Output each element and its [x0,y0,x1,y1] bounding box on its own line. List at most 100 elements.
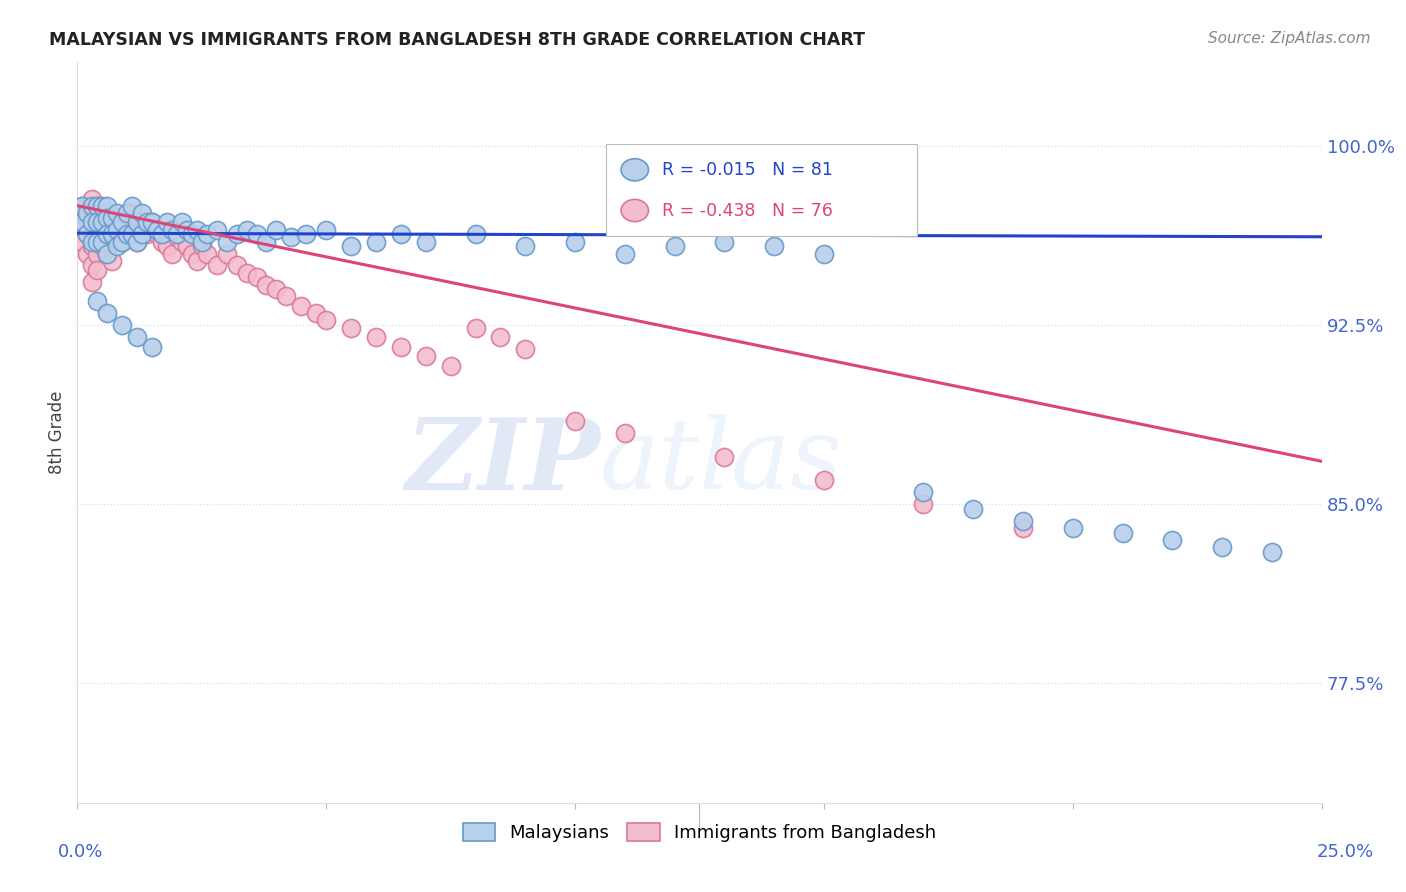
Point [364,235,387,249]
Point [813,474,835,488]
Point [1012,514,1035,528]
Point [141,340,163,354]
Point [613,425,636,440]
Point [340,320,363,334]
Point [82,239,104,253]
Text: Source: ZipAtlas.com: Source: ZipAtlas.com [1208,31,1371,46]
Point [125,215,148,229]
Point [266,282,288,296]
Point [82,206,104,220]
Point [86,294,108,309]
Point [105,227,128,242]
Point [82,275,104,289]
Point [101,215,124,229]
Point [72,199,94,213]
Point [125,215,148,229]
Point [105,239,128,253]
Point [862,175,884,189]
Text: MALAYSIAN VS IMMIGRANTS FROM BANGLADESH 8TH GRADE CORRELATION CHART: MALAYSIAN VS IMMIGRANTS FROM BANGLADESH … [49,31,865,49]
Point [146,222,169,236]
Point [315,313,337,327]
Point [101,253,124,268]
Point [86,263,108,277]
Point [121,206,143,220]
Point [125,235,148,249]
Point [131,222,153,236]
Text: R = -0.438   N = 76: R = -0.438 N = 76 [662,202,832,219]
Point [713,450,735,464]
Point [235,222,257,236]
Point [76,227,98,242]
Point [1062,521,1084,535]
Point [86,215,108,229]
Point [105,211,128,225]
Point [180,227,202,242]
Point [256,235,278,249]
Point [215,235,238,249]
Point [389,227,412,242]
Point [176,222,198,236]
Point [1111,525,1133,540]
Point [91,239,114,253]
Point [141,215,163,229]
Point [415,349,437,363]
Point [225,227,247,242]
Ellipse shape [621,159,648,181]
Point [215,246,238,260]
Ellipse shape [621,200,648,221]
Point [96,227,118,242]
Point [191,235,214,249]
Point [664,239,686,253]
Point [564,235,586,249]
Point [76,199,98,213]
Point [245,227,267,242]
Point [86,199,108,213]
Point [186,222,208,236]
Point [76,227,98,242]
Point [962,502,984,516]
Point [256,277,278,292]
Point [389,340,412,354]
Point [136,227,159,242]
Point [170,235,193,249]
Point [82,199,104,213]
Point [245,270,267,285]
Point [763,239,786,253]
Point [195,227,218,242]
Point [1261,545,1284,559]
Point [131,206,153,220]
Point [121,199,143,213]
Point [121,227,143,242]
Point [489,330,512,344]
Point [105,206,128,220]
Point [186,253,208,268]
Point [136,215,159,229]
Text: R = -0.015   N = 81: R = -0.015 N = 81 [662,161,832,178]
Point [131,227,153,242]
Point [125,235,148,249]
Point [91,199,114,213]
Point [290,299,312,313]
Point [205,259,228,273]
Point [225,259,247,273]
Point [912,485,935,500]
Point [170,215,193,229]
Legend: Malaysians, Immigrants from Bangladesh: Malaysians, Immigrants from Bangladesh [456,815,943,849]
Point [91,206,114,220]
Point [96,211,118,225]
Point [150,227,173,242]
Text: 25.0%: 25.0% [1317,843,1374,861]
Point [111,235,134,249]
Point [76,206,98,220]
Point [86,211,108,225]
Text: atlas: atlas [600,415,842,510]
Point [96,227,118,242]
Point [86,199,108,213]
Text: 0.0%: 0.0% [58,843,103,861]
Point [1012,521,1035,535]
Point [96,246,118,260]
Point [76,246,98,260]
Point [1211,541,1233,555]
Point [82,222,104,236]
Point [101,227,124,242]
